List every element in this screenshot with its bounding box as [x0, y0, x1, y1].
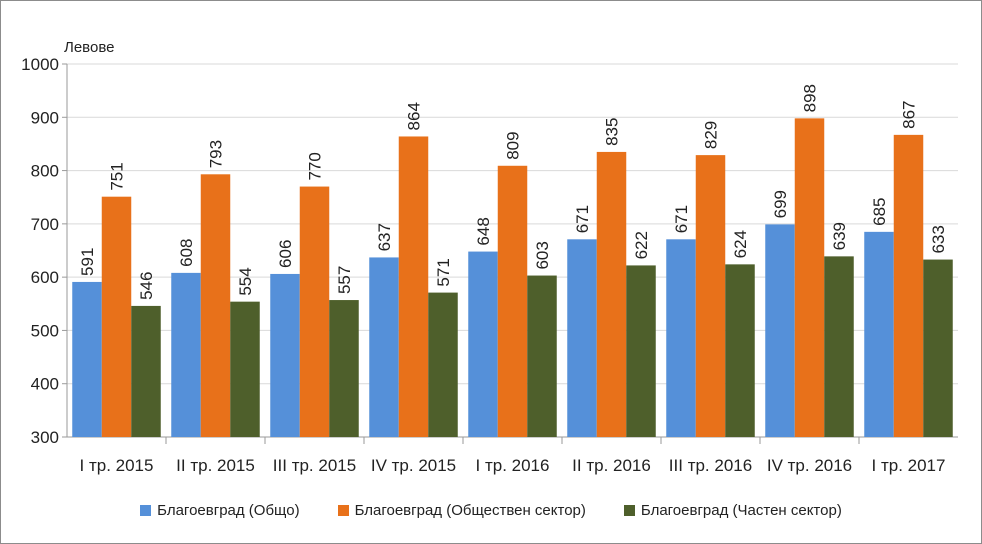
legend-swatch: [623, 505, 635, 516]
bar: [369, 257, 399, 437]
bar: [527, 275, 557, 437]
data-label: 624: [731, 230, 750, 258]
bar: [725, 264, 755, 437]
x-tick-label: III тр. 2016: [669, 456, 752, 475]
data-label: 637: [375, 223, 394, 251]
bar: [270, 273, 300, 437]
y-tick-label: 500: [31, 321, 59, 340]
bar: [171, 272, 201, 437]
legend-label: Благоевград (Обществен сектор): [354, 502, 586, 519]
bar: [626, 265, 656, 437]
data-label: 603: [533, 241, 552, 269]
bar: [765, 224, 795, 437]
y-tick-label: 900: [31, 108, 59, 127]
data-label: 546: [137, 272, 156, 300]
y-tick-label: 400: [31, 375, 59, 394]
data-label: 633: [929, 225, 948, 253]
data-label: 699: [771, 190, 790, 218]
bar: [468, 251, 498, 437]
bar: [101, 196, 132, 437]
legend-label: Благоевград (Частен сектор): [640, 502, 842, 519]
legend-label: Благоевград (Общо): [157, 502, 300, 519]
legend-item: Благоевград (Общо): [140, 502, 300, 519]
x-tick-label: IV тр. 2016: [767, 456, 852, 475]
bar: [428, 292, 458, 437]
y-tick-label: 700: [31, 215, 59, 234]
y-tick-label: 300: [31, 428, 59, 447]
data-label: 770: [306, 152, 325, 180]
data-label: 639: [830, 222, 849, 250]
legend-item: Благоевград (Обществен сектор): [337, 502, 586, 519]
y-axis-title: Левове: [64, 39, 114, 56]
legend: Благоевград (Общо) Благоевград (Обществен…: [0, 502, 982, 519]
x-tick-label: IV тр. 2015: [371, 456, 456, 475]
bar: [794, 118, 825, 437]
y-tick-label: 600: [31, 268, 59, 287]
data-label: 793: [207, 140, 226, 168]
data-label: 554: [236, 267, 255, 295]
bar: [864, 231, 894, 437]
data-label: 557: [335, 266, 354, 294]
data-label: 898: [801, 84, 820, 112]
data-label: 809: [504, 131, 523, 159]
bar: [131, 305, 161, 437]
y-tick-label: 1000: [21, 55, 59, 74]
bar: [666, 239, 696, 437]
bar: [299, 186, 330, 437]
legend-item: Благоевград (Частен сектор): [623, 502, 842, 519]
bar: [567, 239, 597, 437]
data-label: 829: [702, 121, 721, 149]
bar: [398, 136, 429, 437]
x-tick-label: I тр. 2015: [80, 456, 154, 475]
data-label: 864: [405, 102, 424, 130]
x-tick-label: III тр. 2015: [273, 456, 356, 475]
data-label: 835: [603, 118, 622, 146]
x-tick-label: I тр. 2017: [872, 456, 946, 475]
data-label: 571: [434, 258, 453, 286]
legend-swatch: [140, 505, 152, 516]
y-tick-label: 800: [31, 162, 59, 181]
bar: [824, 256, 854, 437]
data-label: 622: [632, 231, 651, 259]
x-tick-label: I тр. 2016: [476, 456, 550, 475]
data-label: 591: [78, 248, 97, 276]
data-label: 671: [672, 205, 691, 233]
data-label: 671: [573, 205, 592, 233]
data-label: 606: [276, 240, 295, 268]
bar-chart: Левове 300 400 500 600 700 800 900 1000 591 751 5…: [21, 39, 958, 475]
bar: [200, 174, 231, 437]
bar: [893, 134, 924, 437]
bar: [230, 301, 260, 437]
legend-swatch: [337, 505, 349, 516]
bar: [329, 300, 359, 437]
x-tick-label: II тр. 2015: [176, 456, 255, 475]
bar: [923, 259, 953, 437]
x-tick-label: II тр. 2016: [572, 456, 651, 475]
bar: [596, 151, 627, 437]
bar: [497, 165, 528, 438]
data-label: 867: [900, 100, 919, 128]
bar: [695, 155, 726, 437]
bar: [72, 281, 102, 437]
data-label: 608: [177, 239, 196, 267]
data-label: 648: [474, 217, 493, 245]
data-label: 685: [870, 197, 889, 225]
data-label: 751: [108, 162, 127, 190]
